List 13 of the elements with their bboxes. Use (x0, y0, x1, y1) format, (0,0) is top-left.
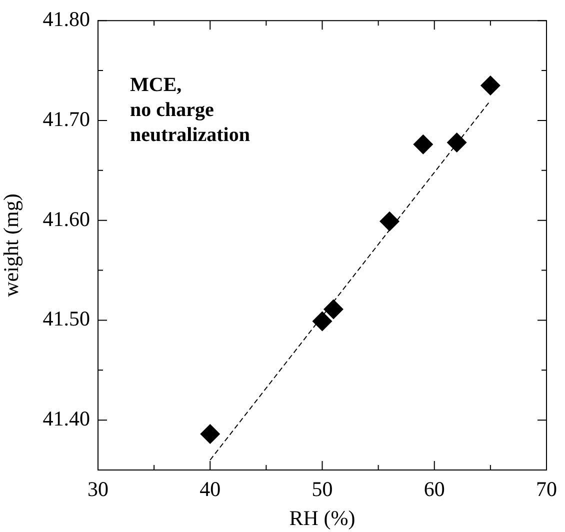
y-tick-label: 41.50 (42, 306, 90, 331)
x-tick-label: 40 (200, 477, 221, 502)
x-tick-label: 60 (424, 477, 445, 502)
x-tick-label: 70 (536, 477, 557, 502)
y-axis-title: weight (mg) (0, 194, 24, 297)
y-tick-label: 41.60 (42, 206, 90, 231)
x-axis-title: RH (%) (289, 506, 356, 530)
x-tick-label: 50 (312, 477, 333, 502)
y-tick-label: 41.40 (42, 406, 90, 431)
y-tick-label: 41.80 (42, 7, 90, 32)
x-tick-label: 30 (88, 477, 108, 502)
annotation: MCE, no charge neutralization (130, 74, 250, 146)
y-tick-label: 41.70 (42, 106, 90, 131)
